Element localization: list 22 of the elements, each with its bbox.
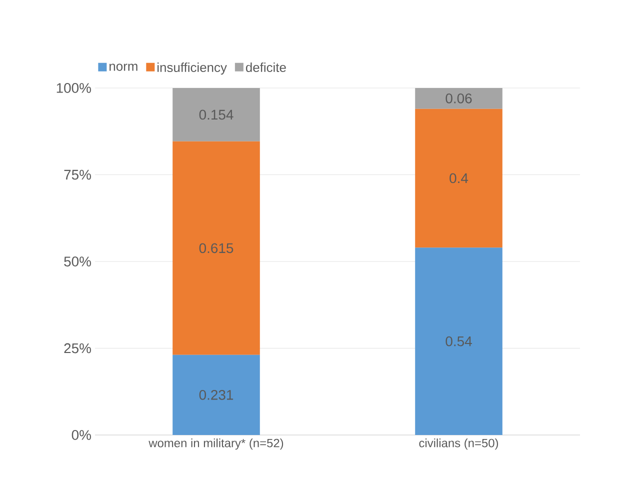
legend-label: insufficiency [158,62,227,75]
x-tick-label: women in military* (n=52) [148,438,284,450]
y-tick-label: 50% [64,256,91,266]
bar [172,88,260,142]
bar [415,108,502,248]
bar [172,354,260,435]
bar [415,248,502,435]
legend-label: norm [110,64,138,71]
y-tick-label: 100% [56,83,91,93]
bar [415,88,502,109]
data-label: 0.615 [199,243,234,254]
data-label: 0.154 [199,110,234,120]
data-label: 0.06 [446,93,472,104]
data-label: 0.231 [199,390,234,400]
bar [172,141,260,355]
y-tick-label: 25% [64,343,91,354]
data-label: 0.54 [446,336,472,346]
y-tick-label: 0% [72,430,91,440]
data-label: 0.4 [450,173,468,184]
legend-label: deficite [246,62,286,72]
y-tick-label: 75% [64,170,91,180]
x-tick-label: civilians (n=50) [419,438,498,450]
